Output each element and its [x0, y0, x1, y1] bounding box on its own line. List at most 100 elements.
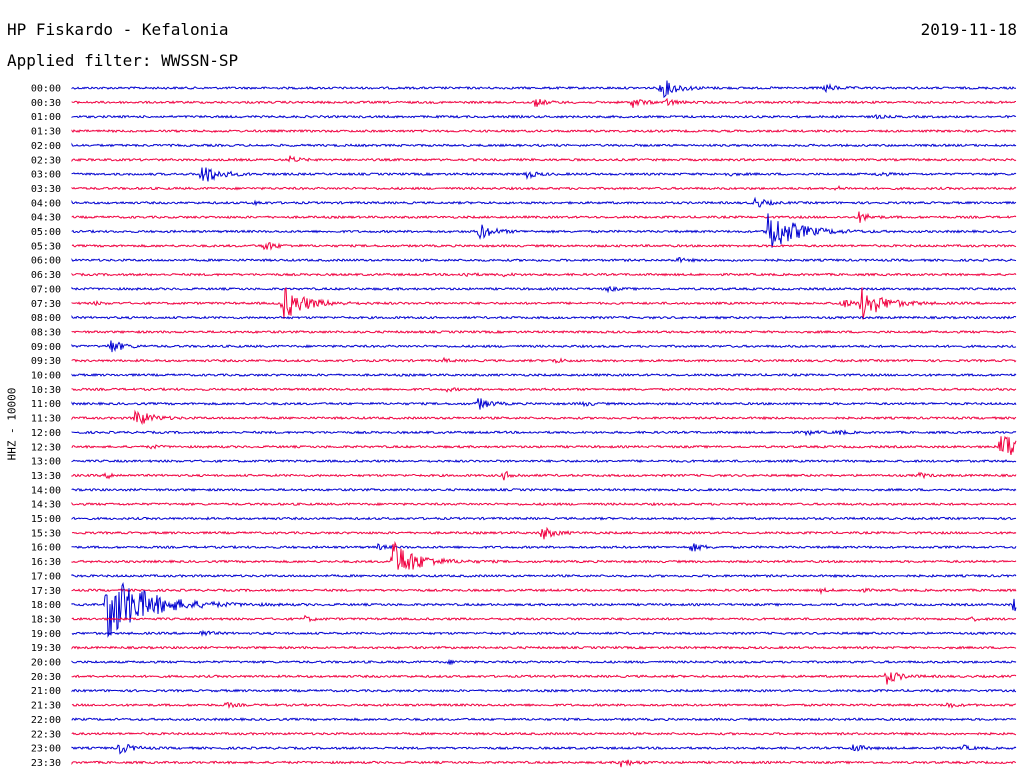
row-time-label: 14:00: [31, 485, 61, 496]
row-time-label: 15:00: [31, 514, 61, 525]
seismic-trace: [71, 272, 1017, 278]
seismic-trace: [71, 315, 1017, 320]
seismic-trace: [71, 387, 1017, 393]
seismic-trace: [71, 701, 1016, 710]
seismic-trace: [71, 114, 1017, 120]
seismic-trace: [71, 645, 1017, 650]
row-time-label: 23:00: [31, 744, 61, 755]
row-time-label: 15:30: [31, 528, 61, 539]
seismic-trace: [71, 743, 1017, 755]
seismic-trace: [71, 211, 1017, 223]
seismic-trace: [71, 409, 1017, 426]
row-time-label: 05:30: [31, 241, 61, 252]
row-time-label: 12:00: [31, 428, 61, 439]
row-time-label: 01:30: [31, 127, 61, 138]
seismic-trace: [71, 543, 1017, 552]
seismic-trace: [71, 80, 1017, 99]
seismic-trace: [71, 540, 1017, 570]
row-time-label: 14:30: [31, 500, 61, 511]
row-time-label: 06:00: [31, 256, 61, 267]
seismic-trace: [71, 731, 1017, 736]
seismic-trace: [71, 329, 1017, 335]
row-time-label: 01:00: [31, 112, 61, 123]
row-time-label: 22:00: [31, 715, 61, 726]
row-time-label: 02:00: [31, 141, 61, 152]
seismic-trace: [71, 658, 1017, 666]
row-time-label: 07:00: [31, 284, 61, 295]
seismic-trace: [71, 398, 1017, 410]
seismic-trace: [71, 213, 1017, 248]
row-time-label: 19:00: [31, 629, 61, 640]
row-time-label: 18:00: [31, 600, 61, 611]
row-time-label: 10:30: [31, 385, 61, 396]
row-time-label: 19:30: [31, 643, 61, 654]
row-time-label: 10:00: [31, 371, 61, 382]
row-time-label: 16:30: [31, 557, 61, 568]
row-time-label: 03:00: [31, 170, 61, 181]
row-time-label: 11:00: [31, 399, 61, 410]
row-time-label: 13:30: [31, 471, 61, 482]
seismic-trace: [71, 97, 1016, 108]
seismic-trace: [71, 526, 1017, 540]
row-time-label: 09:00: [31, 342, 61, 353]
row-time-label: 07:30: [31, 299, 61, 310]
row-time-label: 17:00: [31, 571, 61, 582]
seismic-trace: [71, 142, 1017, 148]
row-time-label: 21:30: [31, 701, 61, 712]
seismic-trace: [71, 372, 1017, 378]
seismic-trace: [71, 285, 1017, 294]
row-time-label: 17:30: [31, 586, 61, 597]
seismic-trace: [71, 242, 1017, 251]
seismic-trace: [71, 672, 1017, 685]
seismic-trace: [71, 184, 1017, 191]
row-time-label: 12:30: [31, 442, 61, 453]
seismic-trace: [71, 155, 1017, 163]
seismic-trace: [71, 614, 1017, 623]
seismic-trace: [71, 429, 1017, 437]
seismic-trace: [71, 470, 1017, 481]
seismic-trace: [71, 717, 1017, 722]
row-time-label: 04:30: [31, 213, 61, 224]
seismic-trace: [71, 356, 1017, 364]
row-time-label: 00:30: [31, 98, 61, 109]
row-time-label: 20:30: [31, 672, 61, 683]
seismic-trace: [71, 287, 1017, 320]
seismic-trace: [71, 759, 1017, 768]
row-time-label: 21:00: [31, 686, 61, 697]
seismic-trace: [71, 196, 1017, 208]
seismic-trace: [71, 688, 1017, 693]
seismic-trace: [71, 340, 1017, 353]
row-time-label: 06:30: [31, 270, 61, 281]
row-time-label: 23:30: [31, 758, 61, 769]
date-label: 2019-11-18: [920, 20, 1017, 39]
row-time-label: 03:30: [31, 184, 61, 195]
seismic-trace: [71, 257, 1017, 264]
seismic-trace: [71, 586, 1017, 596]
seismic-trace: [71, 501, 1017, 507]
seismic-trace: [71, 459, 1017, 464]
station-title: HP Fiskardo - Kefalonia: [7, 20, 229, 39]
row-time-label: 08:00: [31, 313, 61, 324]
row-time-label: 02:30: [31, 155, 61, 166]
seismic-trace: [71, 487, 1017, 492]
row-time-label: 00:00: [31, 84, 61, 95]
filter-label: Applied filter: WWSSN-SP: [7, 51, 239, 70]
row-time-label: 09:30: [31, 356, 61, 367]
row-time-label: 18:30: [31, 614, 61, 625]
seismic-trace: [71, 573, 1017, 579]
seismic-trace: [71, 629, 1017, 637]
row-time-label: 22:30: [31, 729, 61, 740]
row-time-label: 13:00: [31, 457, 61, 468]
row-time-label: 05:00: [31, 227, 61, 238]
seismic-trace: [71, 167, 1017, 182]
seismic-trace: [71, 128, 1017, 134]
seismic-trace: [71, 582, 1017, 638]
seismic-trace: [71, 435, 1017, 455]
row-time-label: 04:00: [31, 198, 61, 209]
row-time-label: 16:00: [31, 543, 61, 554]
row-time-label: 08:30: [31, 327, 61, 338]
seismic-trace: [71, 516, 1017, 521]
row-time-label: 11:30: [31, 414, 61, 425]
row-time-label: 20:00: [31, 658, 61, 669]
